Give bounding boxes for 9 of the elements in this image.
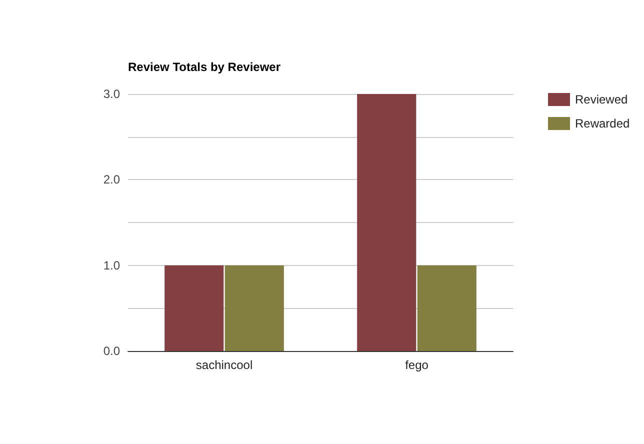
y-tick-label: 0.0: [103, 344, 120, 358]
y-tick-label: 3.0: [103, 87, 120, 101]
y-tick-label: 2.0: [103, 172, 120, 187]
x-tick-label: sachincool: [196, 358, 253, 372]
x-tick-label: fego: [405, 358, 429, 372]
y-tick-label: 1.0: [103, 258, 120, 272]
chart-title: Review Totals by Reviewer: [128, 60, 281, 74]
legend-label: Rewarded: [575, 116, 630, 130]
legend-label: Reviewed: [575, 92, 628, 106]
